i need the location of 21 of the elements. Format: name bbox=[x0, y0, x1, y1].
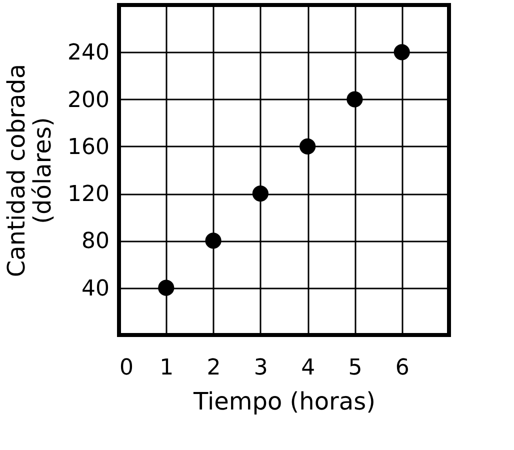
point bbox=[205, 232, 222, 249]
y-tick-label: 80 bbox=[82, 229, 110, 254]
y-axis-title: Cantidad cobrada (dólares) bbox=[2, 64, 57, 278]
x-tick-label: 0 bbox=[120, 356, 134, 380]
x-tick-label: 3 bbox=[254, 356, 268, 380]
x-tick-label: 5 bbox=[348, 356, 362, 380]
x-tick-label: 4 bbox=[301, 356, 316, 380]
point bbox=[394, 44, 410, 60]
y-tick-label: 160 bbox=[68, 134, 110, 160]
x-tick-label: 2 bbox=[206, 356, 221, 380]
y-tick-label: 240 bbox=[68, 40, 110, 66]
point bbox=[252, 186, 268, 202]
point bbox=[346, 91, 363, 108]
x-tick-label: 6 bbox=[395, 356, 410, 380]
y-tick-label: 40 bbox=[82, 276, 110, 302]
y-tick-label: 200 bbox=[68, 88, 110, 113]
x-tick-label: 1 bbox=[160, 356, 174, 380]
y-tick-label: 120 bbox=[68, 182, 110, 208]
point bbox=[300, 138, 316, 154]
x-axis-title: Tiempo (horas) bbox=[192, 388, 376, 416]
point bbox=[158, 280, 174, 296]
